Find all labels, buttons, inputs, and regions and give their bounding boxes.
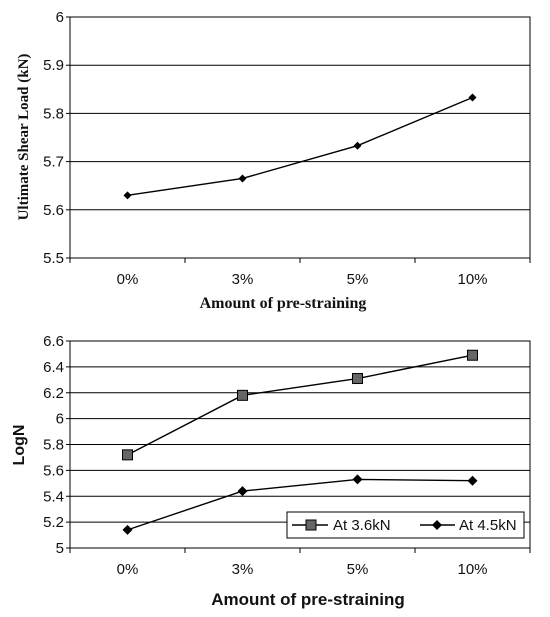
- chart-2-series-2-point: [237, 486, 248, 497]
- chart-1-y-tick-label: 6: [56, 9, 64, 26]
- chart-1: 5.5 5.6 5.7 5.8 5.9 6 0% 3% 5% 10% Amount of pre…: [16, 9, 531, 312]
- chart-2-y-tick-label: 5.6: [43, 462, 64, 479]
- legend-marker-series-2: [432, 520, 442, 530]
- chart-1-x-tick-label: 0%: [117, 271, 139, 288]
- chart-2-series-1-point: [237, 389, 248, 401]
- chart-2-series-1-point: [352, 373, 363, 385]
- chart-2-y-tick-label: 6: [56, 411, 64, 428]
- chart-1-series-1-point: [468, 93, 477, 102]
- chart-1-y-tick-label: 5.5: [43, 250, 64, 267]
- chart-2-x-axis-label: Amount of pre-straining: [211, 590, 405, 609]
- chart-2-series-1-point: [122, 449, 133, 461]
- chart-1-series: [123, 93, 477, 200]
- chart-1-y-tick-label: 5.7: [43, 154, 64, 171]
- chart-1-x-tick-label: 5%: [347, 271, 369, 288]
- chart-1-y-ticks: 5.5 5.6 5.7 5.8 5.9 6: [43, 9, 70, 267]
- chart-2-x-tick-label: 0%: [117, 561, 139, 578]
- chart-2-series-1-line: [127, 354, 473, 456]
- chart-2-series-2-point: [122, 524, 133, 535]
- chart-2-series-2-point: [467, 475, 478, 486]
- chart-2-x-ticks: 0% 3% 5% 10%: [69, 548, 531, 578]
- chart-1-plot-area: [69, 16, 531, 259]
- chart-1-series-1-point: [238, 174, 247, 183]
- chart-2-x-tick-label: 3%: [232, 561, 254, 578]
- legend-entry-series-1: At 3.6kN: [292, 517, 391, 534]
- legend-entry-series-2: At 4.5kN: [420, 517, 517, 534]
- chart-2-y-tick-label: 6.2: [43, 385, 64, 402]
- chart-1-y-axis-label: Ultimate Shear Load (kN): [16, 54, 32, 221]
- legend-marker-series-1: [305, 519, 317, 531]
- chart-2-y-tick-label: 5.2: [43, 514, 64, 531]
- chart-1-series-1-point: [123, 191, 132, 200]
- chart-2-y-tick-label: 6.6: [43, 333, 64, 350]
- chart-1-x-axis-label: Amount of pre-straining: [200, 295, 367, 312]
- chart-1-series-1-line: [127, 96, 473, 197]
- chart-1-gridlines: [70, 64, 530, 211]
- chart-2-x-tick-label: 5%: [347, 561, 369, 578]
- chart-1-y-tick-label: 5.9: [43, 57, 64, 74]
- chart-1-x-ticks: 0% 3% 5% 10%: [69, 258, 531, 288]
- chart-1-x-tick-label: 3%: [232, 271, 254, 288]
- legend-label-series-2: At 4.5kN: [459, 517, 517, 534]
- chart-2-series-2-point: [352, 474, 363, 485]
- chart-2-y-ticks: 5 5.2 5.4 5.6 5.8 6 6.2 6.4 6.6: [43, 333, 70, 557]
- chart-1-x-tick-label: 10%: [457, 271, 487, 288]
- chart-2-y-tick-label: 6.4: [43, 359, 64, 376]
- chart-2-series-1-point: [467, 349, 478, 361]
- chart-2-legend: At 3.6kN At 4.5kN: [286, 511, 525, 539]
- chart-2-series: [122, 349, 478, 535]
- chart-2-y-tick-label: 5.4: [43, 488, 64, 505]
- chart-2-y-tick-label: 5: [56, 540, 64, 557]
- chart-1-y-tick-label: 5.8: [43, 105, 64, 122]
- chart-2: 5 5.2 5.4 5.6 5.8 6 6.2 6.4 6.6 0% 3% 5% 10% Amount…: [11, 333, 531, 609]
- chart-2-y-axis-label: LogN: [11, 425, 28, 466]
- chart-1-series-1-point: [353, 141, 362, 150]
- chart-2-series-2-line: [127, 478, 473, 531]
- chart-2-y-tick-label: 5.8: [43, 437, 64, 454]
- legend-label-series-1: At 3.6kN: [333, 517, 391, 534]
- chart-2-x-tick-label: 10%: [457, 561, 487, 578]
- chart-1-y-tick-label: 5.6: [43, 202, 64, 219]
